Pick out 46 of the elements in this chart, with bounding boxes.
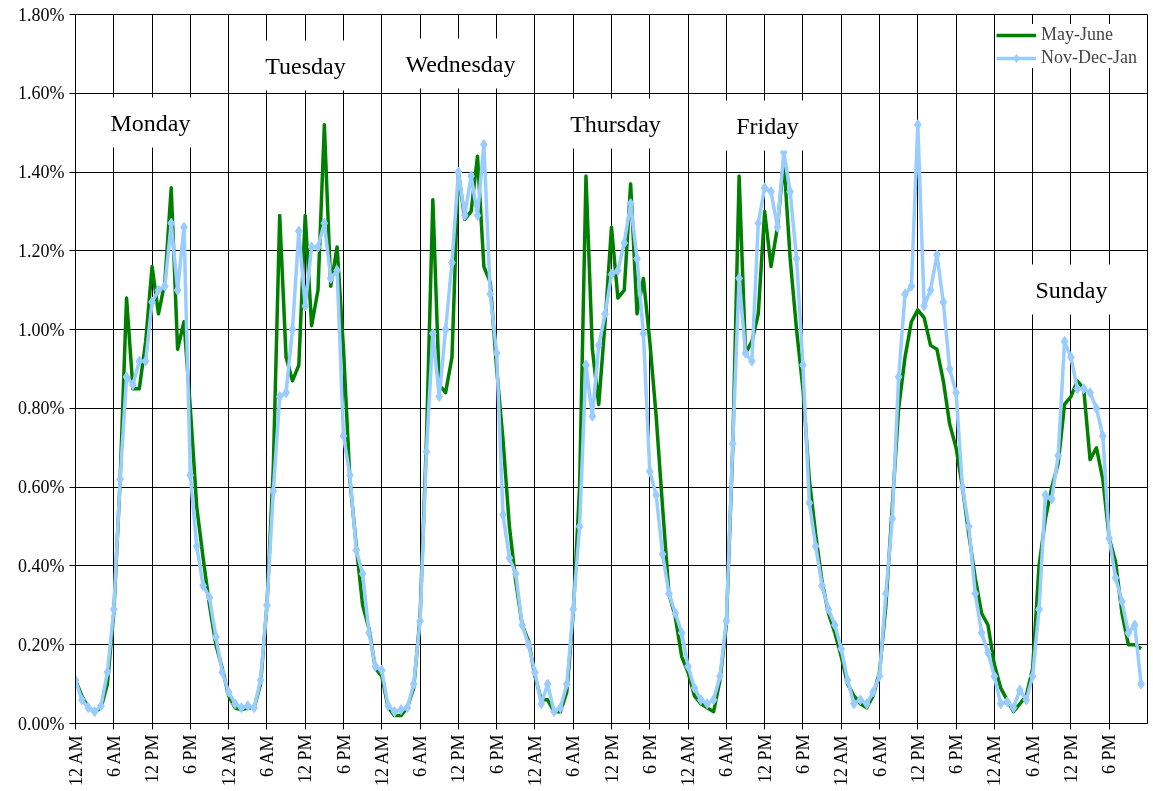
legend-label: May-June (1041, 24, 1114, 45)
x-tick-label: 6 AM (563, 735, 584, 777)
annotation: Tuesday (265, 52, 346, 79)
x-tick-label: 12 PM (1060, 734, 1081, 784)
x-tick-label: 6 AM (869, 735, 890, 777)
y-tick-label: 0.60% (18, 477, 65, 498)
x-tick-label: 6 PM (946, 734, 967, 775)
x-tick-label: 6 AM (716, 735, 737, 777)
x-tick-label: 6 AM (256, 735, 277, 777)
y-tick-label: 1.40% (18, 162, 65, 183)
annotation: Thursday (570, 110, 661, 137)
y-tick-label: 1.60% (18, 83, 65, 104)
x-tick-label: 6 PM (333, 734, 354, 775)
x-tick-label: 12 PM (754, 734, 775, 784)
x-tick-label: 6 PM (1099, 734, 1120, 775)
annotation: Wednesday (405, 50, 516, 77)
x-tick-label: 6 AM (103, 735, 124, 777)
x-tick-label: 12 AM (65, 735, 86, 786)
x-tick-label: 12 PM (601, 734, 622, 784)
x-tick-label: 12 AM (984, 735, 1005, 786)
x-tick-label: 12 AM (678, 735, 699, 786)
x-tick-label: 6 PM (180, 734, 201, 775)
x-tick-label: 12 AM (831, 735, 852, 786)
y-tick-label: 1.20% (18, 240, 65, 261)
x-tick-label: 12 AM (524, 735, 545, 786)
annotation: Sunday (1035, 276, 1108, 303)
y-tick-label: 0.00% (18, 713, 65, 734)
x-tick-label: 6 PM (792, 734, 813, 775)
x-tick-label: 12 PM (448, 734, 469, 784)
legend-label: Nov-Dec-Jan (1041, 47, 1137, 68)
x-tick-label: 12 PM (142, 734, 163, 784)
y-tick-label: 1.80% (18, 4, 65, 25)
x-tick-label: 12 AM (371, 735, 392, 786)
x-tick-label: 6 PM (639, 734, 660, 775)
x-tick-label: 6 AM (1022, 735, 1043, 777)
x-tick-label: 12 PM (295, 734, 316, 784)
annotation: Friday (736, 112, 799, 139)
y-tick-label: 0.20% (18, 634, 65, 655)
y-tick-label: 1.00% (18, 319, 65, 340)
x-tick-label: 12 PM (907, 734, 928, 784)
y-tick-label: 0.80% (18, 398, 65, 419)
x-tick-label: 6 PM (486, 734, 507, 775)
y-tick-label: 0.40% (18, 555, 65, 576)
x-tick-label: 12 AM (218, 735, 239, 786)
annotation: Monday (110, 109, 191, 136)
x-tick-label: 6 AM (410, 735, 431, 777)
